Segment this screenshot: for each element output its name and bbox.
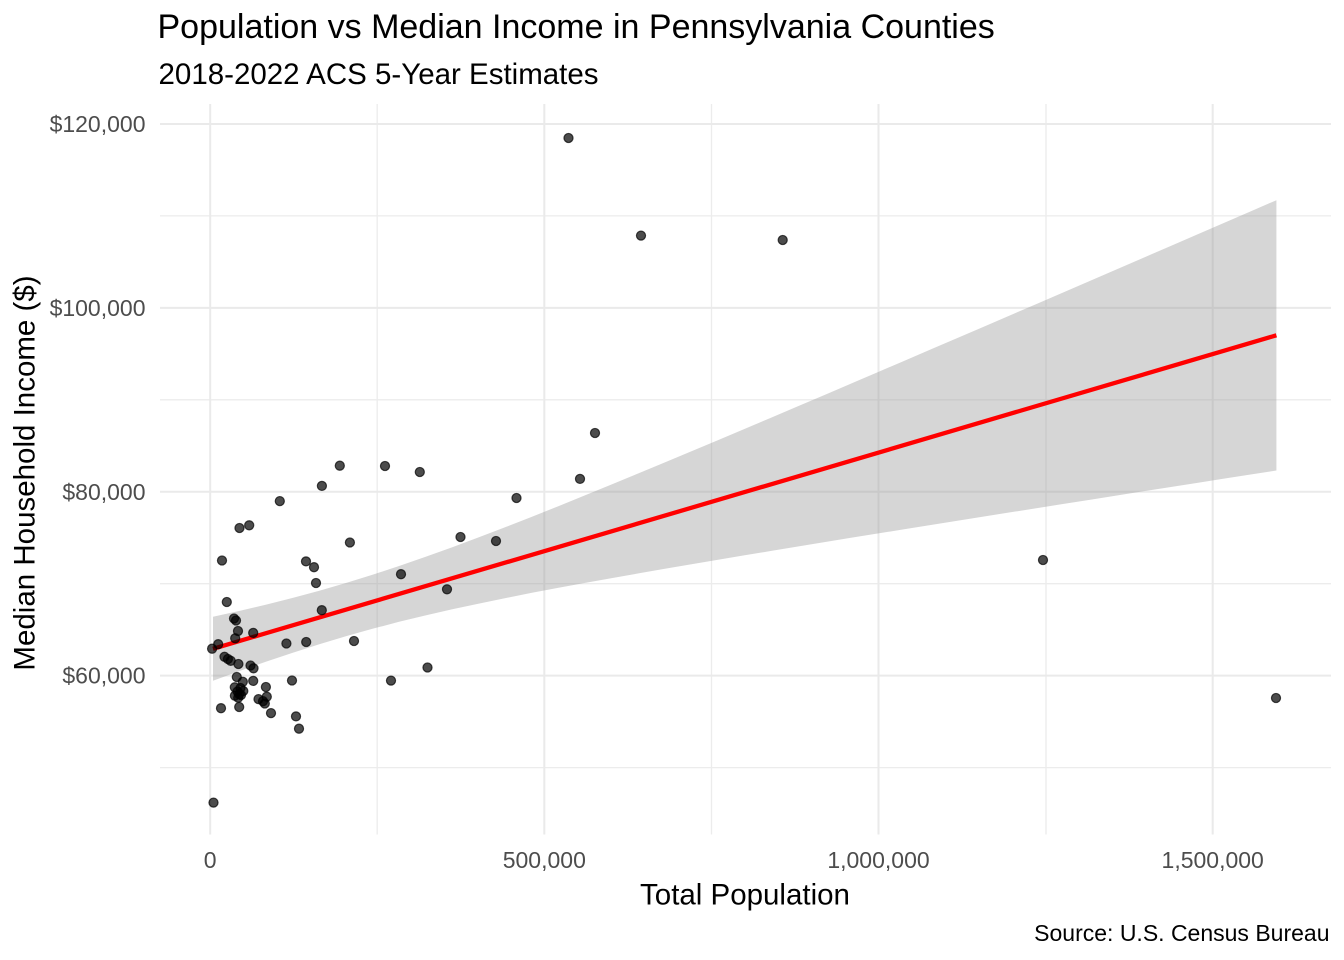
svg-text:Population vs Median Income in: Population vs Median Income in Pennsylva…: [158, 8, 995, 46]
svg-text:1,500,000: 1,500,000: [1162, 847, 1264, 873]
svg-text:Median Household Income ($): Median Household Income ($): [9, 275, 42, 670]
svg-text:2018-2022 ACS 5-Year Estimates: 2018-2022 ACS 5-Year Estimates: [159, 58, 599, 91]
svg-text:$100,000: $100,000: [50, 295, 146, 321]
svg-text:500,000: 500,000: [503, 847, 586, 873]
svg-text:Source: U.S. Census Bureau: Source: U.S. Census Bureau: [1034, 920, 1329, 946]
svg-text:Total Population: Total Population: [640, 879, 850, 912]
svg-text:1,000,000: 1,000,000: [827, 847, 929, 873]
svg-text:0: 0: [204, 847, 217, 873]
svg-text:$80,000: $80,000: [62, 479, 145, 505]
svg-text:$120,000: $120,000: [50, 111, 146, 137]
svg-text:$60,000: $60,000: [62, 663, 145, 689]
